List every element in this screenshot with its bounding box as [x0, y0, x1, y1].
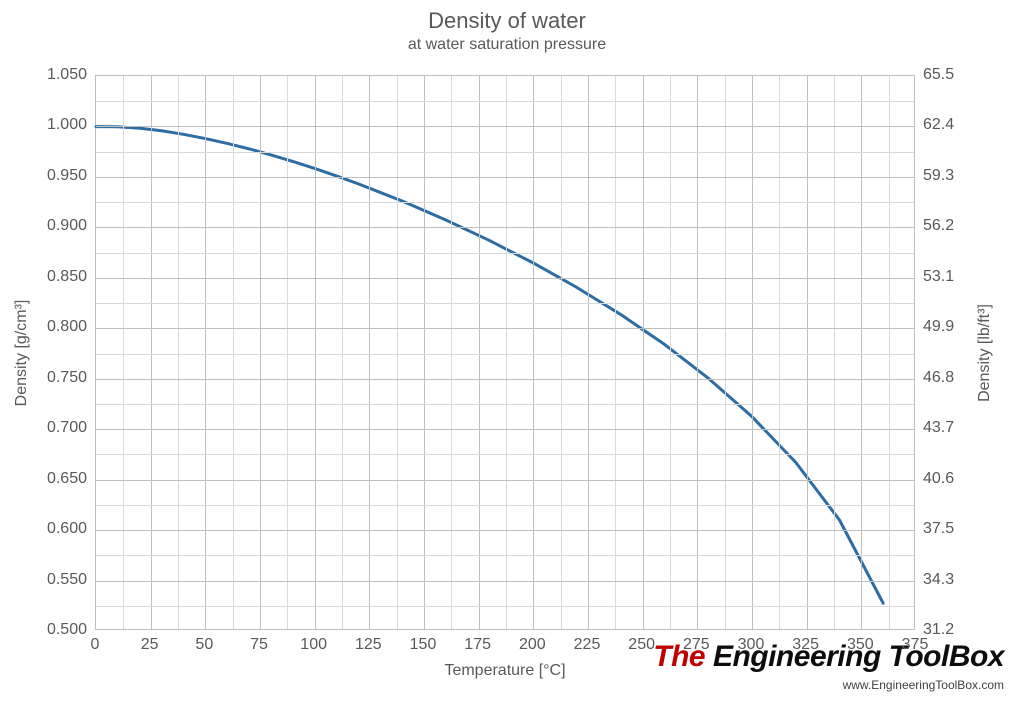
x-tick-label: 25 — [141, 636, 159, 654]
y-right-tick-label: 34.3 — [923, 571, 954, 589]
y-left-tick-label: 0.600 — [47, 520, 87, 538]
title-block: Density of water at water saturation pre… — [0, 8, 1014, 54]
x-tick-label: 350 — [847, 636, 874, 654]
y-right-tick-label: 59.3 — [923, 167, 954, 185]
x-tick-label: 50 — [195, 636, 213, 654]
y-right-tick-label: 46.8 — [923, 369, 954, 387]
y-left-tick-label: 0.500 — [47, 621, 87, 639]
x-tick-label: 225 — [574, 636, 601, 654]
y-left-tick-label: 0.750 — [47, 369, 87, 387]
y-right-tick-label: 49.9 — [923, 318, 954, 336]
chart-container: Density of water at water saturation pre… — [0, 0, 1014, 705]
y-left-tick-label: 1.000 — [47, 116, 87, 134]
y-left-tick-label: 1.050 — [47, 66, 87, 84]
y-axis-right-label: Density [lb/ft³] — [976, 304, 994, 402]
y-right-tick-label: 53.1 — [923, 268, 954, 286]
y-right-tick-label: 31.2 — [923, 621, 954, 639]
y-right-tick-label: 43.7 — [923, 419, 954, 437]
chart-subtitle: at water saturation pressure — [0, 36, 1014, 54]
y-right-tick-label: 40.6 — [923, 470, 954, 488]
x-tick-label: 250 — [628, 636, 655, 654]
y-right-tick-label: 62.4 — [923, 116, 954, 134]
x-tick-label: 200 — [519, 636, 546, 654]
y-left-tick-label: 0.700 — [47, 419, 87, 437]
x-tick-label: 75 — [250, 636, 268, 654]
y-right-tick-label: 56.2 — [923, 217, 954, 235]
y-left-tick-label: 0.650 — [47, 470, 87, 488]
chart-title: Density of water — [0, 8, 1014, 34]
y-left-tick-label: 0.850 — [47, 268, 87, 286]
x-tick-label: 300 — [738, 636, 765, 654]
x-tick-label: 275 — [683, 636, 710, 654]
x-tick-label: 0 — [91, 636, 100, 654]
watermark-url: www.EngineeringToolBox.com — [843, 678, 1004, 692]
density-line — [96, 127, 883, 604]
y-axis-left-label: Density [g/cm³] — [13, 299, 31, 406]
y-right-tick-label: 65.5 — [923, 66, 954, 84]
x-tick-label: 325 — [792, 636, 819, 654]
y-left-tick-label: 0.950 — [47, 167, 87, 185]
x-axis-label: Temperature [°C] — [444, 662, 565, 680]
x-tick-label: 125 — [355, 636, 382, 654]
y-right-tick-label: 37.5 — [923, 520, 954, 538]
plot-area — [95, 75, 915, 630]
x-tick-label: 150 — [410, 636, 437, 654]
y-left-tick-label: 0.550 — [47, 571, 87, 589]
x-tick-label: 175 — [464, 636, 491, 654]
y-left-tick-label: 0.900 — [47, 217, 87, 235]
x-tick-label: 100 — [300, 636, 327, 654]
y-left-tick-label: 0.800 — [47, 318, 87, 336]
